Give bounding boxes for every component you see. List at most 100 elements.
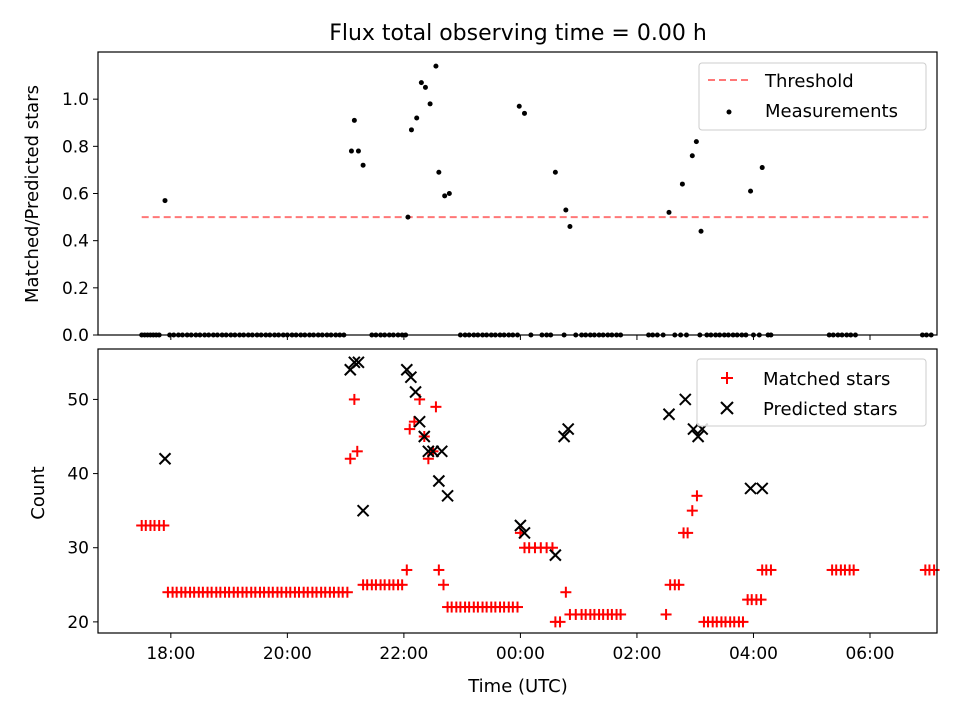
predicted-star-point [441,489,454,503]
measurement-point [748,188,754,194]
measurement-point [516,103,522,109]
matched-star-point [401,564,413,576]
ratio-plot-area [139,63,934,338]
matched-star-point [344,453,356,465]
matched-legend-swatch [721,372,733,384]
matched-star-point [430,401,442,413]
x-tick-label: 20:00 [263,644,312,664]
matched-star-point [348,393,360,405]
ratio-y-axis-label: Matched/Predicted stars [22,85,43,303]
x-tick-label: 06:00 [845,644,894,664]
predicted-star-point [348,356,361,369]
matched-star-point [673,579,685,591]
matched-star-point [408,416,420,428]
measurement-point [351,117,357,123]
x-tick-label: 18:00 [146,644,195,664]
matched-legend-label: Matched stars [763,369,890,390]
matched-star-point [848,564,860,576]
measurements-legend-swatch [726,109,732,115]
predicted-star-point [549,548,562,562]
y-tick-label: 30 [67,539,89,559]
axes-frame [97,348,938,634]
predicted-star-point [413,415,426,428]
threshold-legend-label: Threshold [764,71,854,92]
y-tick-label: 0.0 [62,326,89,346]
matched-star-point [755,594,767,606]
count-axes: 20 30 40 50 18:00 20:00 22:00 00:00 02:00 04:00 06… [67,348,938,664]
x-tick-label: 22:00 [379,644,428,664]
matched-star-point [686,505,698,517]
y-tick-label: 20 [67,613,89,633]
predicted-star-point [422,445,435,458]
measurement-point [408,127,414,133]
predicted-star-point [557,430,571,443]
matched-star-point [433,564,445,576]
matched-star-point [737,616,749,628]
y-tick-label: 0.6 [62,185,89,205]
matched-star-point [554,616,566,628]
measurement-point [414,115,420,121]
measurement-point [433,63,439,69]
matched-star-point [396,579,408,591]
predicted-star-point [409,385,422,399]
x-tick-label: 02:00 [612,644,661,664]
measurement-point [355,148,361,154]
predicted-star-point [744,482,757,495]
measurement-point [689,153,695,159]
y-tick-label: 0.4 [62,232,89,252]
measurement-point [563,207,569,213]
predicted-star-point [400,363,414,376]
measurement-point [759,165,765,171]
predicted-star-point [514,519,527,532]
count-legend: Matched stars Predicted stars [696,358,927,427]
count-y-axis-label: Count [28,466,49,519]
measurement-point [521,110,527,116]
figure-title: Flux total observing time = 0.00 h [329,21,707,46]
matched-star-point [512,601,523,613]
matched-star-point [928,564,940,576]
x-tick-label: 00:00 [496,644,545,664]
measurement-point [418,80,424,86]
y-tick-label: 50 [67,390,89,410]
predicted-star-point [404,370,418,384]
predicted-legend-label: Predicted stars [763,399,897,420]
predicted-star-point [561,422,575,436]
matched-star-point [560,586,572,598]
measurement-point [348,148,354,154]
matched-star-point [682,527,694,539]
measurement-point [405,214,411,220]
predicted-star-point [356,504,370,517]
measurement-point [427,101,433,107]
predicted-star-point [756,482,769,495]
predicted-star-point [435,445,448,458]
y-tick-label: 40 [67,465,89,485]
measurement-point [567,224,573,230]
matched-star-point [351,445,363,457]
matched-star-point [691,490,703,502]
ratio-panel: 0.0 0.2 0.4 0.6 0.8 1.0 Matched/Predicted sta… [22,51,938,346]
count-panel: 20 30 40 50 18:00 20:00 22:00 00:00 02:00 04:00 06… [28,348,940,697]
matched-star-point [438,579,450,591]
predicted-star-point [158,452,172,465]
matched-star-point [158,519,170,531]
matched-star-point [341,586,353,598]
ratio-axes: 0.0 0.2 0.4 0.6 0.8 1.0 [62,51,938,346]
measurement-point [552,169,558,175]
measurement-point [436,169,442,175]
matched-star-point [765,564,777,576]
ratio-legend: Threshold Measurements [698,62,927,131]
matched-star-point [660,608,672,620]
predicted-star-point [679,393,692,406]
measurement-point [442,193,448,199]
predicted-legend-swatch [720,401,734,415]
y-tick-label: 0.2 [62,279,89,299]
measurement-point [446,191,452,196]
measurement-point [360,162,366,168]
measurement-point [422,84,428,90]
predicted-star-point [691,430,705,443]
predicted-star-point [418,430,431,443]
matched-star-point [615,608,627,620]
measurements-legend-label: Measurements [765,101,898,122]
predicted-star-point [662,408,676,421]
